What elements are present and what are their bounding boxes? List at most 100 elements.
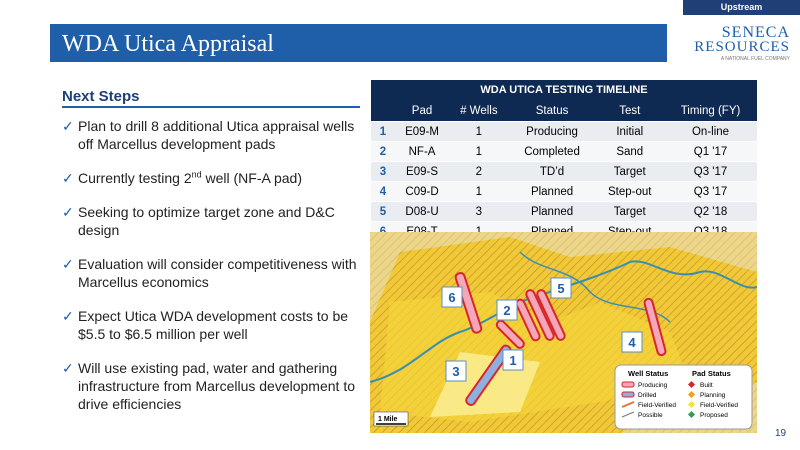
wells: [454, 272, 667, 406]
legend-swatch: [621, 391, 635, 398]
legend-swatch: [621, 381, 635, 388]
table-cell: 2: [371, 141, 395, 162]
table-cell: Planned: [508, 181, 596, 202]
table-cell: 3: [449, 201, 509, 222]
legend-swatch: [621, 401, 635, 408]
table-cell: Target: [595, 201, 665, 222]
pad-label: 4: [628, 335, 636, 350]
table-cell: Target: [595, 161, 665, 182]
legend-swatch: [621, 411, 635, 418]
legend-swatch: [687, 390, 696, 399]
well: [643, 297, 667, 357]
legend-swatch: [687, 410, 696, 419]
table-cell: E09-S: [395, 161, 450, 182]
table-cell: 1: [371, 121, 395, 142]
table-cell: 5: [371, 201, 395, 222]
legend-item: Built: [700, 382, 713, 389]
table-cell: C09-D: [395, 181, 450, 202]
bullet: Currently testing 2nd well (NF-A pad): [62, 169, 362, 187]
table-cell: 1: [449, 121, 509, 142]
table-row: 1 E09-M 1 Producing Initial On-line: [371, 121, 757, 142]
pad-label: 1: [509, 353, 516, 368]
timeline-table: WDA UTICA TESTING TIMELINE Pad # Wells Sta…: [371, 80, 757, 241]
bullet: Expect Utica WDA development costs to be…: [62, 307, 362, 343]
bullet: Seeking to optimize target zone and D&C …: [62, 203, 362, 239]
pad-label: 3: [452, 364, 459, 379]
table-cell: E09-M: [395, 121, 450, 142]
table-cell: Q3 '17: [664, 181, 757, 202]
legend-item: Field-Verified: [638, 402, 676, 409]
scale-box: [373, 411, 409, 427]
table-cell: 1: [449, 141, 509, 162]
header-cell: Test: [595, 100, 665, 122]
map: 6 2 5 4 1 3 1 Mile Well Status Pad Statu…: [370, 232, 757, 433]
table-cell: NF-A: [395, 141, 450, 162]
table-cell: Sand: [595, 141, 665, 162]
table-cell: On-line: [664, 121, 757, 142]
section-heading: Next Steps: [62, 88, 140, 105]
label-box: [621, 331, 643, 353]
label-box: [441, 286, 463, 308]
legend-item: Producing: [638, 382, 668, 389]
bullet: Evaluation will consider competitiveness…: [62, 255, 362, 291]
label-box: [550, 277, 572, 299]
table-title: WDA UTICA TESTING TIMELINE: [371, 80, 757, 100]
table-cell: 2: [449, 161, 509, 182]
pad-labels: 6 2 5 4 1 3: [441, 277, 643, 382]
legend-item: Possible: [638, 412, 663, 419]
well: [536, 289, 566, 341]
legend-item: Field-Verified: [700, 402, 738, 409]
label-box: [502, 349, 524, 371]
divider: [62, 106, 360, 108]
table-cell: Planned: [508, 201, 596, 222]
table-cell: Q1 '17: [664, 141, 757, 162]
legend: Well Status Pad Status Producing Drilled…: [614, 364, 753, 430]
well: [495, 319, 525, 349]
label-box: [445, 360, 467, 382]
well: [525, 289, 555, 341]
bullet-list: Plan to drill 8 additional Utica apprais…: [62, 117, 362, 429]
bullet: Plan to drill 8 additional Utica apprais…: [62, 117, 362, 153]
scale-bar: 1 Mile: [373, 411, 409, 427]
header-cell: Timing (FY): [664, 100, 757, 122]
header-cell: Status: [508, 100, 596, 122]
table-cell: TD’d: [508, 161, 596, 182]
page-number: 19: [775, 428, 787, 439]
pad-label: 6: [448, 290, 455, 305]
legend-swatch: [687, 400, 696, 409]
well: [515, 298, 541, 342]
pad-label: 2: [503, 303, 510, 318]
slide-title: WDA Utica Appraisal: [62, 31, 274, 57]
text: well (NF-A pad): [201, 170, 302, 186]
superscript: nd: [191, 169, 202, 180]
table-cell: Step-out: [595, 181, 665, 202]
logo-text: RESOURCES: [694, 39, 790, 55]
table-cell: 4: [371, 181, 395, 202]
header-cell: [371, 100, 395, 122]
table-cell: 1: [449, 181, 509, 202]
label-box: [496, 299, 518, 321]
legend-item: Drilled: [638, 392, 657, 399]
table-cell: Initial: [595, 121, 665, 142]
table-row: 2 NF-A 1 Completed Sand Q1 '17: [371, 141, 757, 162]
table-row: 4 C09-D 1 Planned Step-out Q3 '17: [371, 181, 757, 202]
legend-item: Planning: [700, 392, 726, 399]
table-cell: Q3 '17: [664, 161, 757, 182]
legend-title: Well Status: [628, 369, 668, 378]
table-cell: Completed: [508, 141, 596, 162]
legend-swatch: [687, 380, 696, 389]
logo-subtitle: A NATIONAL FUEL COMPANY: [720, 56, 790, 62]
well: [465, 344, 512, 406]
title-bar: [50, 24, 667, 62]
table-cell: Producing: [508, 121, 596, 142]
logo-text: SENECA: [721, 24, 790, 41]
table-cell: D08-U: [395, 201, 450, 222]
legend-box: [614, 364, 753, 430]
table-cell: 3: [371, 161, 395, 182]
river: [370, 260, 757, 383]
table-row: 3 E09-S 2 TD’d Target Q3 '17: [371, 161, 757, 182]
table-row: 5 D08-U 3 Planned Target Q2 '18: [371, 201, 757, 222]
header-cell: # Wells: [449, 100, 509, 122]
legend-item: Proposed: [700, 412, 728, 419]
